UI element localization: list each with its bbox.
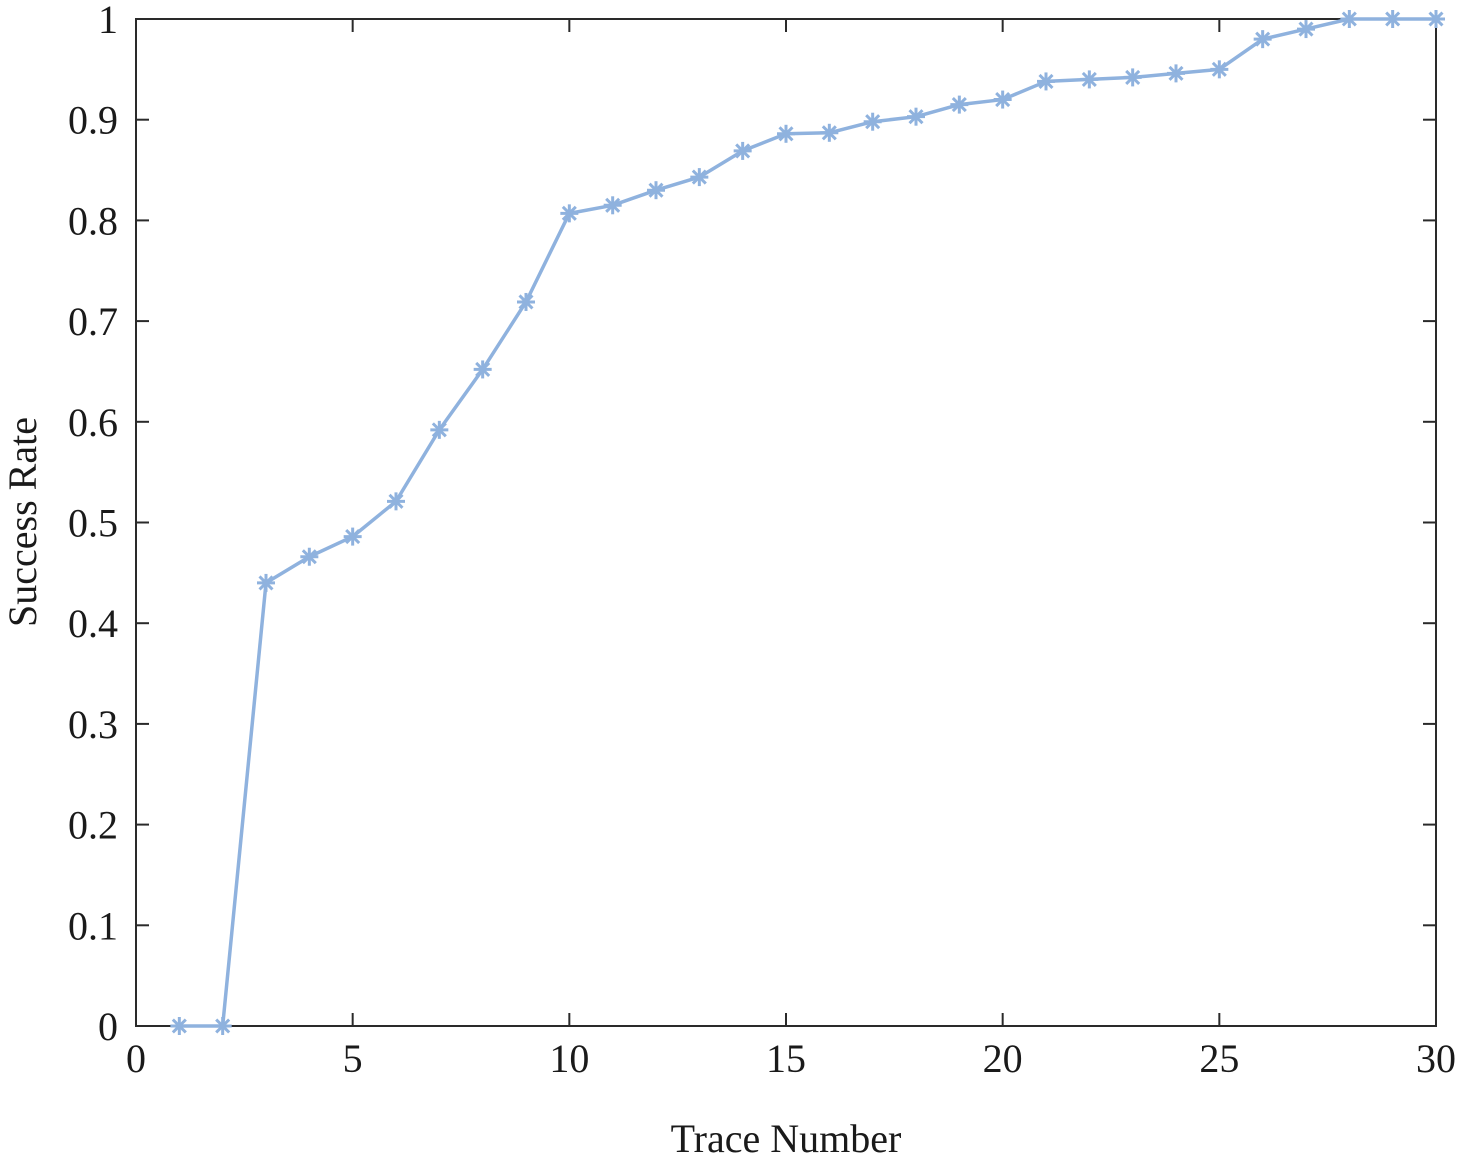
data-point-marker: [1340, 10, 1359, 28]
data-point-marker: [1297, 20, 1315, 39]
data-point-marker: [733, 141, 752, 160]
x-axis-label: Trace Number: [671, 1116, 902, 1159]
y-tick-label: 0.4: [68, 601, 118, 646]
y-tick-label: 0.7: [68, 299, 118, 344]
data-point-marker: [820, 123, 839, 142]
data-point-marker: [257, 573, 275, 592]
data-point-marker: [473, 360, 492, 379]
x-tick-label: 30: [1416, 1036, 1456, 1081]
x-tick-label: 10: [549, 1036, 589, 1081]
y-tick-label: 0.1: [68, 903, 118, 948]
series-layer: [170, 10, 1445, 1035]
data-point-marker: [430, 420, 449, 439]
data-point-marker: [1080, 70, 1099, 89]
data-point-marker: [560, 204, 579, 223]
data-point-marker: [213, 1017, 232, 1035]
y-tick-label: 0.8: [68, 198, 118, 243]
x-tick-label: 20: [983, 1036, 1023, 1081]
data-point-marker: [690, 168, 709, 187]
data-point-marker: [907, 107, 925, 126]
y-tick-label: 0.9: [68, 98, 118, 143]
y-axis-label: Success Rate: [0, 417, 45, 627]
data-point-marker: [387, 492, 405, 511]
x-tick-labels: 0 5 10 15 20 25 30: [126, 1036, 1456, 1081]
data-point-marker: [1427, 10, 1445, 28]
y-tick-label: 1: [98, 0, 118, 42]
data-point-marker: [1253, 30, 1272, 49]
series-line: [179, 17, 1436, 1028]
data-point-marker: [863, 112, 882, 131]
x-tick-label: 15: [766, 1036, 806, 1081]
x-tick-label: 25: [1199, 1036, 1239, 1081]
data-point-marker: [343, 527, 362, 546]
y-tick-label: 0.3: [68, 702, 118, 747]
y-tick-labels: 0 0.1 0.2 0.3 0.4 0.5 0.6 0.7 0.8 0.9 1: [68, 0, 118, 1049]
data-point-marker: [777, 124, 795, 143]
y-tick-label: 0.2: [68, 803, 118, 848]
data-point-marker: [170, 1017, 189, 1035]
data-point-marker: [647, 181, 665, 200]
data-point-marker: [1383, 10, 1402, 28]
data-point-marker: [993, 90, 1012, 109]
y-tick-label: 0.5: [68, 501, 118, 546]
data-point-marker: [950, 95, 969, 114]
data-point-marker: [300, 547, 319, 566]
data-point-marker: [1210, 60, 1229, 79]
data-point-marker: [1167, 64, 1185, 83]
x-tick-label: 5: [343, 1036, 363, 1081]
y-tick-label: 0: [98, 1004, 118, 1049]
y-tick-label: 0.6: [68, 400, 118, 445]
x-tick-label: 0: [126, 1036, 146, 1081]
data-point-marker: [603, 196, 622, 215]
data-point-marker: [1123, 68, 1142, 87]
data-point-marker: [1037, 72, 1055, 91]
data-point-marker: [517, 292, 535, 311]
plot-area: [135, 18, 1437, 1027]
